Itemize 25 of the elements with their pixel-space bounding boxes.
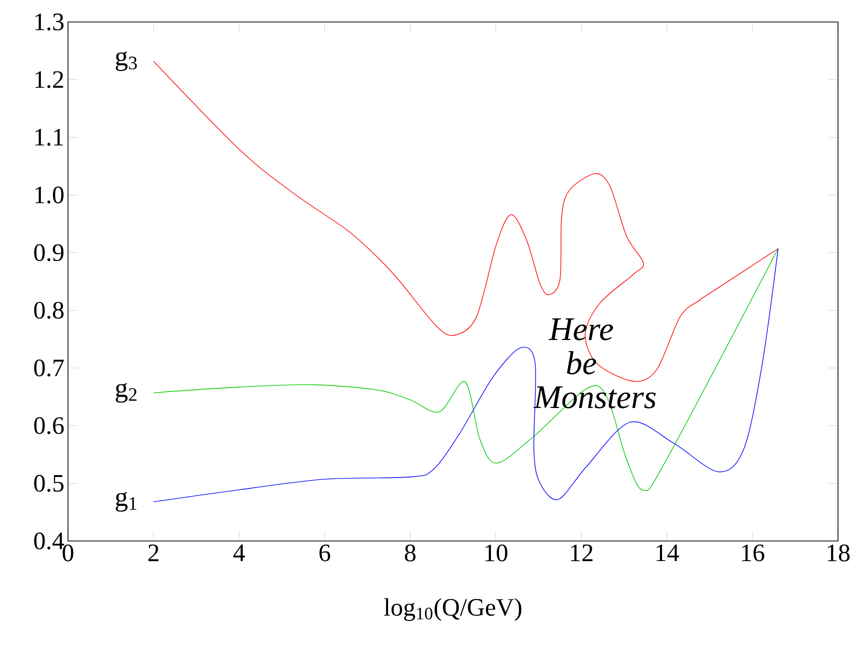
x-tick-label: 18 [828, 544, 850, 562]
x-tick-label: 12 [571, 544, 592, 562]
x-tick-label: 14 [656, 544, 680, 562]
x-tick-label: 16 [742, 544, 764, 562]
line-series [153, 60, 778, 382]
x-tick-label: 8 [404, 544, 416, 562]
y-tick-label: 0.5 [34, 474, 64, 492]
y-tick-label: 1.2 [35, 71, 64, 88]
y-tick-label: 1.1 [35, 128, 63, 146]
y-tick-label: 1.0 [35, 186, 64, 204]
x-tick-label: 10 [485, 544, 508, 562]
x-tick-label: 6 [319, 544, 330, 562]
x-tick-label: 0 [62, 544, 74, 562]
y-tick-label: 0.9 [34, 244, 64, 262]
y-tick-label: 1.3 [35, 14, 64, 30]
y-tick-label: 0.6 [34, 417, 64, 434]
y-tick-label: 0.4 [34, 532, 64, 550]
series-label: g$_{3}$ [116, 51, 137, 72]
x-tick-label: 4 [233, 544, 245, 561]
x-axis-title: log$_{10}$(Q/GeV) [384, 598, 522, 621]
y-tick-label: 0.8 [34, 302, 64, 319]
series-label: g$_{1}$ [116, 492, 136, 512]
series-label: g$_{2}$ [116, 382, 136, 403]
x-tick-label: 2 [148, 544, 158, 562]
y-tick-label: 0.7 [34, 360, 64, 376]
